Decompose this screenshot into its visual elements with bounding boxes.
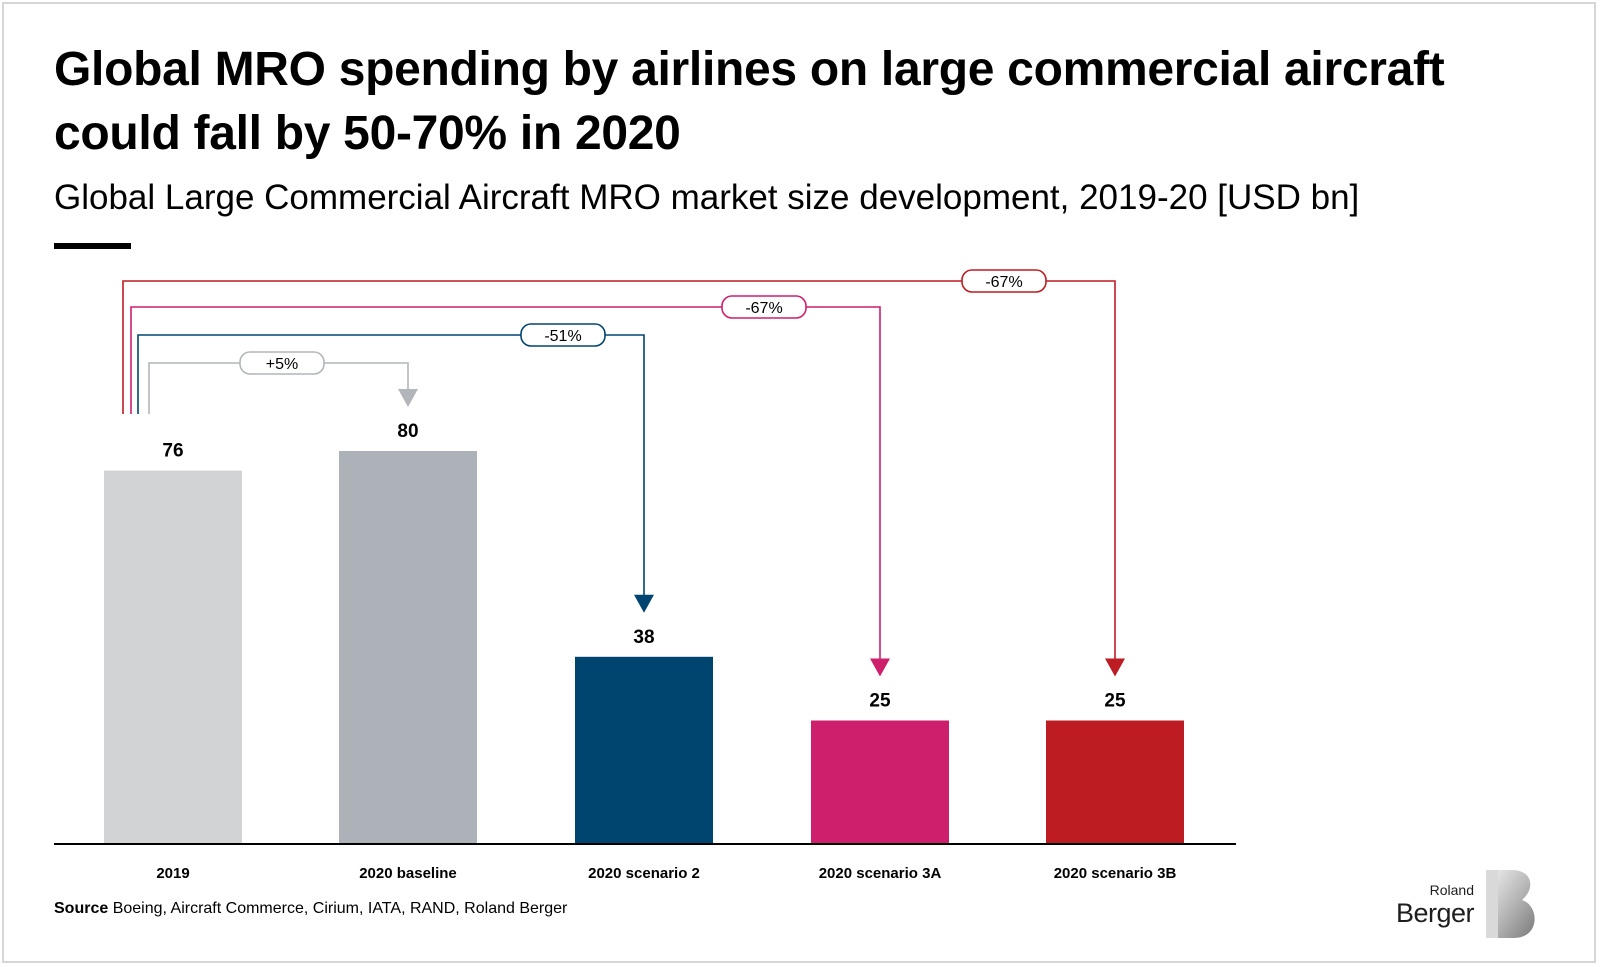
source-note: Source Boeing, Aircraft Commerce, Cirium…	[54, 898, 567, 920]
chart-title: Global MRO spending by airlines on large…	[54, 43, 1445, 160]
roland-berger-logo: Roland Berger	[1390, 866, 1550, 944]
change-pill-2020-scenario-3b	[961, 269, 1047, 293]
change-label-2020-scenario-2: -51%	[544, 328, 581, 345]
category-label-2020-scenario-3b: 2020 scenario 3B	[1054, 865, 1177, 882]
chart-subtitle: Global Large Commercial Aircraft MRO mar…	[54, 178, 1360, 217]
change-pill-2020-scenario-2	[520, 323, 606, 347]
logo-text-berger: Berger	[1395, 898, 1475, 928]
source-text: Boeing, Aircraft Commerce, Cirium, IATA,…	[108, 900, 568, 917]
bar-2020-baseline	[339, 451, 477, 843]
bar-2020-scenario-2	[575, 656, 713, 843]
logo-b-mark	[1486, 870, 1535, 938]
value-label-2020-baseline: 80	[397, 421, 418, 442]
change-connector-2020-scenario-3b	[122, 280, 1116, 661]
category-label-2020-scenario-2: 2020 scenario 2	[588, 865, 700, 882]
value-label-2019: 76	[162, 441, 183, 462]
source-label: Source	[54, 900, 109, 917]
change-pill-2020-baseline	[239, 351, 325, 375]
category-label-2020-baseline: 2020 baseline	[359, 865, 457, 882]
change-arrowhead-2020-scenario-3b	[1105, 658, 1125, 677]
category-label-2019: 2019	[156, 865, 189, 882]
bar-2020-scenario-3a	[811, 720, 949, 843]
category-label-2020-scenario-3a: 2020 scenario 3A	[819, 865, 942, 882]
change-connector-2020-scenario-3a	[130, 306, 881, 661]
value-label-2020-scenario-3b: 25	[1104, 691, 1126, 712]
value-label-2020-scenario-3a: 25	[869, 691, 891, 712]
title-underline	[54, 243, 131, 249]
change-connector-2020-scenario-2	[137, 334, 645, 597]
bar-2020-scenario-3b	[1046, 720, 1184, 843]
change-label-2020-scenario-3a: -67%	[745, 300, 782, 317]
change-label-2020-scenario-3b: -67%	[985, 274, 1022, 291]
change-arrowhead-2020-scenario-2	[634, 594, 654, 613]
change-arrowhead-2020-scenario-3a	[870, 658, 890, 677]
change-pill-2020-scenario-3a	[721, 295, 807, 319]
bar-2019	[104, 470, 242, 843]
logo-text-roland: Roland	[1429, 882, 1474, 898]
value-label-2020-scenario-2: 38	[633, 627, 654, 648]
change-label-2020-baseline: +5%	[266, 356, 298, 373]
change-arrowhead-2020-baseline	[398, 389, 418, 407]
